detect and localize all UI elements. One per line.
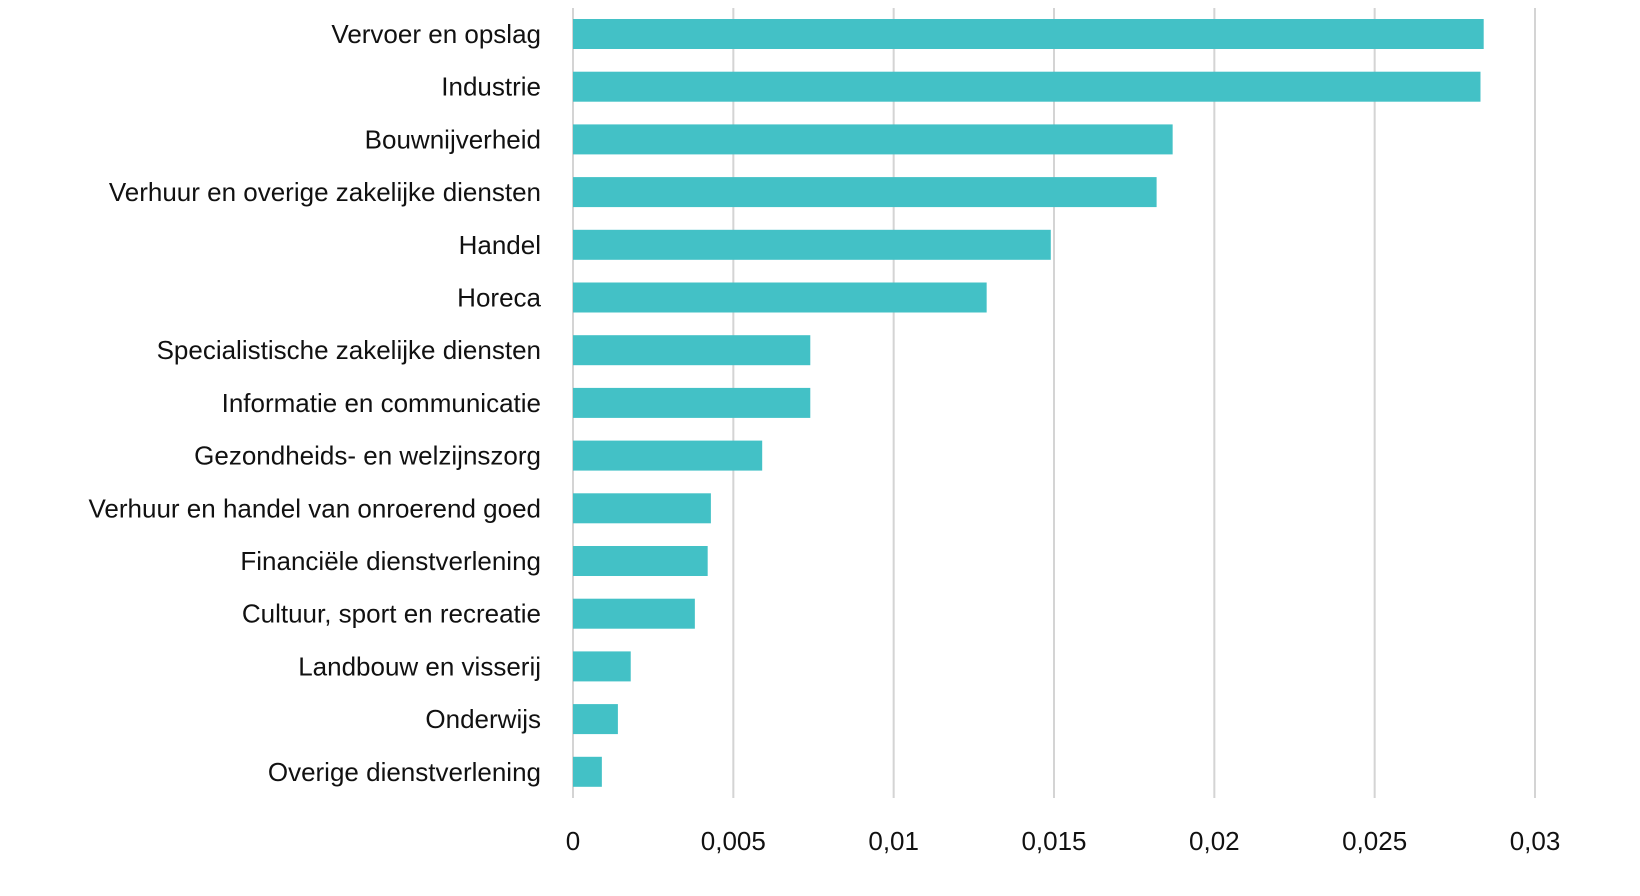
bar (573, 19, 1484, 49)
category-label: Verhuur en overige zakelijke diensten (109, 177, 541, 207)
bar (573, 546, 708, 576)
category-label: Verhuur en handel van onroerend goed (89, 493, 541, 523)
x-tick-label: 0,01 (868, 826, 919, 856)
category-label: Bouwnijverheid (365, 124, 541, 154)
category-label: Informatie en communicatie (222, 388, 541, 418)
category-label: Gezondheids- en welzijnszorg (194, 441, 541, 471)
x-tick-label: 0,03 (1510, 826, 1561, 856)
bar (573, 282, 987, 313)
bar (573, 229, 1051, 260)
x-tick-label: 0,015 (1021, 826, 1086, 856)
bar (573, 756, 602, 787)
bar (573, 651, 631, 682)
category-label: Onderwijs (425, 704, 541, 734)
x-tick-label: 0,005 (701, 826, 766, 856)
bar (573, 124, 1173, 155)
bar (573, 177, 1157, 208)
category-label: Landbouw en visserij (298, 651, 541, 681)
x-tick-label: 0 (566, 826, 580, 856)
x-tick-labels: 0 0,005 0,01 0,015 0,02 0,025 0,03 (566, 826, 1561, 856)
category-label: Cultuur, sport en recreatie (242, 599, 541, 629)
category-label: Overige dienstverlening (268, 757, 541, 787)
bar (573, 335, 811, 366)
bar (573, 493, 711, 524)
bar (573, 387, 811, 418)
category-labels: Vervoer en opslag Industrie Bouwnijverhei… (89, 19, 542, 787)
category-label: Handel (459, 230, 541, 260)
bar (573, 704, 618, 735)
category-label: Industrie (441, 72, 541, 102)
bar (573, 71, 1481, 102)
x-tick-label: 0,025 (1342, 826, 1407, 856)
category-label: Specialistische zakelijke diensten (157, 335, 541, 365)
bar (573, 440, 763, 471)
category-label: Horeca (457, 283, 541, 313)
bar (573, 598, 695, 629)
category-label: Financiële dienstverlening (240, 546, 541, 576)
x-tick-label: 0,02 (1189, 826, 1240, 856)
category-label: Vervoer en opslag (331, 19, 541, 49)
bars (573, 19, 1484, 787)
